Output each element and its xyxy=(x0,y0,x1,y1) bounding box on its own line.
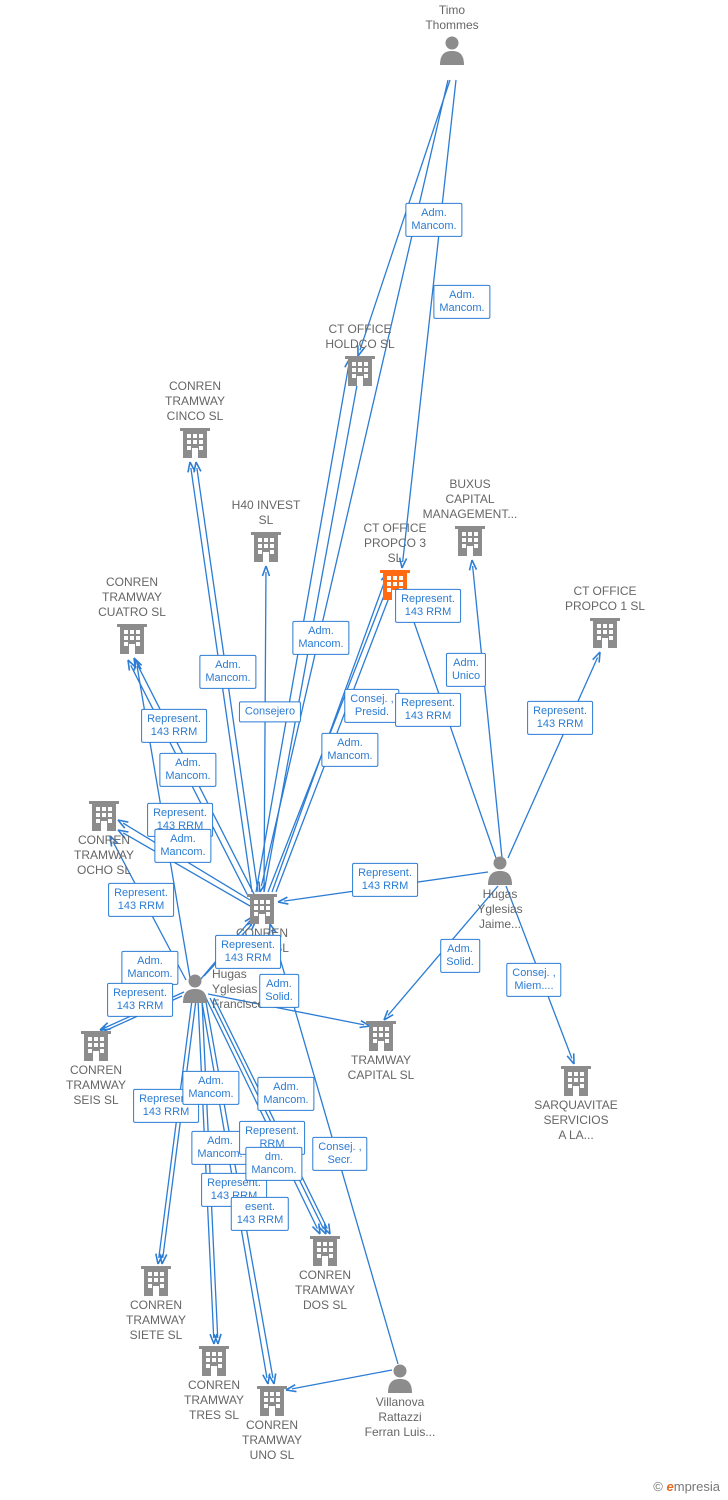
edge-label: Adm. Mancom. xyxy=(433,285,490,319)
edge-label: Adm. Solid. xyxy=(440,939,480,973)
node-label: Villanova Rattazzi Ferran Luis... xyxy=(365,1395,436,1440)
node-label: Timo Thommes xyxy=(425,3,478,33)
edge-label: Adm. Mancom. xyxy=(321,733,378,767)
node-label: CONREN TRAMWAY OCHO SL xyxy=(74,833,134,878)
node-sarqua[interactable]: SARQUAVITAE SERVICIOS A LA... xyxy=(534,1064,618,1143)
node-cinco[interactable]: CONREN TRAMWAY CINCO SL xyxy=(165,379,225,458)
person-icon xyxy=(182,973,208,1003)
company-icon xyxy=(251,530,281,562)
node-label: CT OFFICE PROPCO 1 SL xyxy=(565,584,645,614)
node-label: BUXUS CAPITAL MANAGEMENT... xyxy=(423,477,518,522)
node-tramcap[interactable]: TRAMWAY CAPITAL SL xyxy=(348,1019,415,1083)
node-propco1[interactable]: CT OFFICE PROPCO 1 SL xyxy=(565,584,645,648)
company-icon xyxy=(180,426,210,458)
company-icon xyxy=(366,1019,396,1051)
company-icon xyxy=(141,1264,171,1296)
edge-label: Adm. Mancom. xyxy=(257,1077,314,1111)
edge-label: dm. Mancom. xyxy=(245,1147,302,1181)
node-label: CONREN TRAMWAY CUATRO SL xyxy=(98,575,166,620)
node-h40[interactable]: H40 INVEST SL xyxy=(232,498,301,562)
company-icon xyxy=(247,892,277,924)
person-icon xyxy=(439,35,465,65)
node-label: TRAMWAY CAPITAL SL xyxy=(348,1053,415,1083)
person-icon xyxy=(487,855,513,885)
edge xyxy=(156,1000,192,1264)
edge-label: Represent. 143 RRM xyxy=(527,701,593,735)
node-uno[interactable]: CONREN TRAMWAY UNO SL xyxy=(242,1384,302,1463)
edge-label: Adm. Mancom. xyxy=(182,1071,239,1105)
node-label: CT OFFICE PROPCO 3 SL xyxy=(363,521,426,566)
edge-label: Adm. Mancom. xyxy=(159,753,216,787)
edge xyxy=(259,80,448,892)
company-icon xyxy=(199,1344,229,1376)
node-label: CT OFFICE HOLDCO SL xyxy=(325,322,394,352)
company-icon xyxy=(257,1384,287,1416)
node-label: Hugas Yglesias Francisco xyxy=(212,967,264,1012)
edge-label: Represent. 143 RRM xyxy=(215,935,281,969)
node-label: CONREN TRAMWAY DOS SL xyxy=(295,1268,355,1313)
company-icon xyxy=(117,622,147,654)
person-icon xyxy=(387,1363,413,1393)
edge-label: Adm. Mancom. xyxy=(154,829,211,863)
edge-label: Adm. Mancom. xyxy=(405,203,462,237)
edge-label: Represent. 143 RRM xyxy=(108,883,174,917)
node-label: CONREN TRAMWAY SIETE SL xyxy=(126,1298,186,1343)
node-jaime[interactable]: Hugas Yglesias Jaime... xyxy=(477,855,522,932)
node-label: CONREN TRAMWAY SEIS SL xyxy=(66,1063,126,1108)
edge-label: Adm. Unico xyxy=(446,653,486,687)
edge-label: Adm. Mancom. xyxy=(121,951,178,985)
node-label: CONREN TRAMWAY CINCO SL xyxy=(165,379,225,424)
node-buxus[interactable]: BUXUS CAPITAL MANAGEMENT... xyxy=(423,477,518,556)
node-tres[interactable]: CONREN TRAMWAY TRES SL xyxy=(184,1344,244,1423)
copyright: © empresia xyxy=(653,1479,720,1494)
company-icon xyxy=(455,524,485,556)
company-icon xyxy=(590,616,620,648)
company-icon xyxy=(561,1064,591,1096)
edge-label: Represent. 143 RRM xyxy=(395,693,461,727)
node-timo[interactable]: Timo Thommes xyxy=(425,3,478,65)
edge-label: Consej. , Presid. xyxy=(344,689,399,723)
edge-label: Adm. Mancom. xyxy=(292,621,349,655)
company-icon xyxy=(81,1029,111,1061)
edge-label: Represent. 143 RRM xyxy=(395,589,461,623)
edge-label: Represent. 143 RRM xyxy=(141,709,207,743)
node-label: CONREN TRAMWAY UNO SL xyxy=(242,1418,302,1463)
node-label: Hugas Yglesias Jaime... xyxy=(477,887,522,932)
node-seis[interactable]: CONREN TRAMWAY SEIS SL xyxy=(66,1029,126,1108)
company-icon xyxy=(345,354,375,386)
network-diagram: © empresia Timo Thommes CT OFFICE HOLDCO… xyxy=(0,0,728,1500)
node-label: H40 INVEST SL xyxy=(232,498,301,528)
node-holdco[interactable]: CT OFFICE HOLDCO SL xyxy=(325,322,394,386)
edge xyxy=(470,560,502,858)
edge-label: Consej. , Secr. xyxy=(312,1137,367,1171)
node-label: SARQUAVITAE SERVICIOS A LA... xyxy=(534,1098,618,1143)
node-label: CONREN TRAMWAY TRES SL xyxy=(184,1378,244,1423)
edge xyxy=(268,570,394,892)
edge-label: Represent. 143 RRM xyxy=(107,983,173,1017)
edge-label: esent. 143 RRM xyxy=(231,1197,289,1231)
edge-label: Adm. Mancom. xyxy=(199,655,256,689)
node-ocho[interactable]: CONREN TRAMWAY OCHO SL xyxy=(74,799,134,878)
edge-label: Represent. 143 RRM xyxy=(352,863,418,897)
node-cuatro[interactable]: CONREN TRAMWAY CUATRO SL xyxy=(98,575,166,654)
node-siete[interactable]: CONREN TRAMWAY SIETE SL xyxy=(126,1264,186,1343)
edge-label: Consej. , Miem.... xyxy=(506,963,561,997)
node-villanova[interactable]: Villanova Rattazzi Ferran Luis... xyxy=(365,1363,436,1440)
edge xyxy=(508,652,600,858)
node-dos[interactable]: CONREN TRAMWAY DOS SL xyxy=(295,1234,355,1313)
edge-label: Adm. Solid. xyxy=(259,974,299,1008)
company-icon xyxy=(310,1234,340,1266)
company-icon xyxy=(89,799,119,831)
edge xyxy=(262,566,269,892)
edge-label: Consejero xyxy=(239,701,301,722)
node-francisco[interactable]: Hugas Yglesias Francisco xyxy=(182,965,264,1012)
